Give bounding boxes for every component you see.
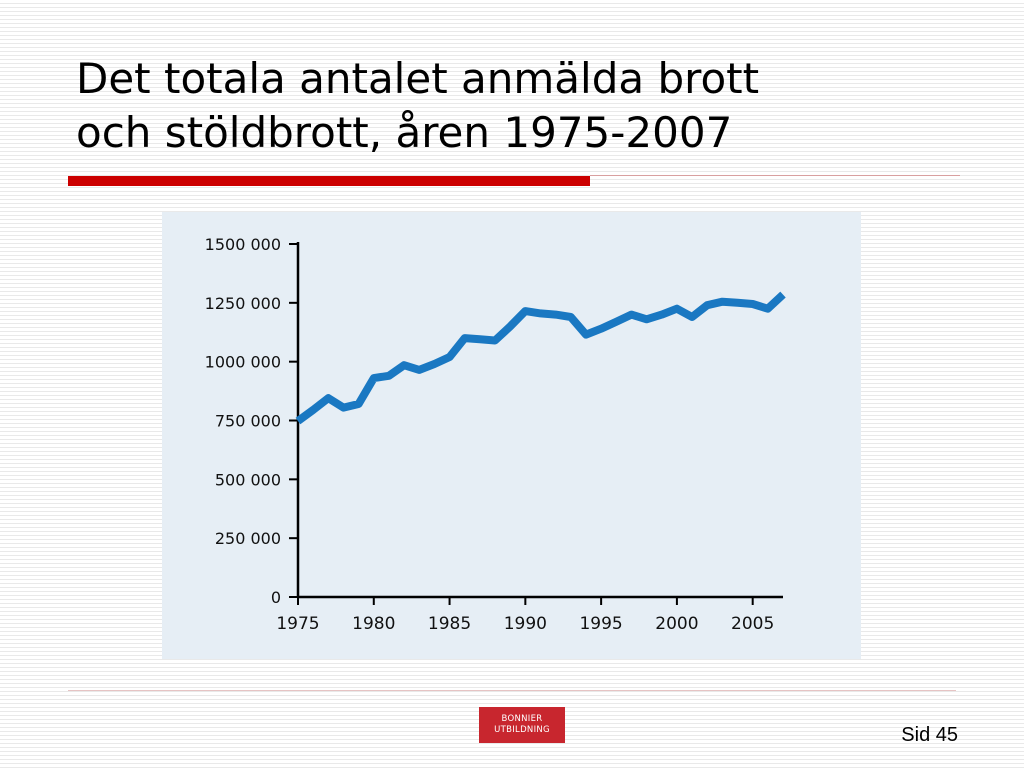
slide-title-line-1: Det totala antalet anmälda brott [76,54,760,103]
title-thin-rule [590,175,960,176]
logo-line-2: UTBILDNING [494,725,550,735]
line-chart: 0 250 000 500 000 750 000 1000 000 1250 000 15… [205,235,786,634]
y-tick-label: 750 000 [215,412,281,431]
x-tick-label: 1980 [352,614,395,634]
chart-panel: 0 250 000 500 000 750 000 1000 000 1250 000 15… [162,212,861,659]
title-accent-bar [68,176,590,186]
slide-title-line-2: och stöldbrott, åren 1975-2007 [76,108,733,157]
x-tick-label: 1990 [504,614,547,634]
y-tick-label: 250 000 [215,529,281,548]
logo-line-1: BONNIER [501,714,543,724]
y-tick-label: 0 [271,588,281,607]
slide-title: Det totala antalet anmälda brott och stö… [76,52,759,160]
x-tick-label: 1975 [276,614,319,634]
x-tick-label: 2005 [731,614,774,634]
page-number: Sid 45 [901,724,958,746]
y-tick-label: 1250 000 [205,294,281,313]
x-tick-label: 1985 [428,614,471,634]
x-tick-label: 1995 [579,614,622,634]
footer-rule [68,690,956,691]
y-tick-label: 1000 000 [205,353,281,372]
y-tick-label: 500 000 [215,470,281,489]
x-tick-label: 2000 [655,614,698,634]
y-tick-label: 1500 000 [205,235,281,254]
publisher-logo: BONNIER UTBILDNING [479,707,565,743]
series-line [295,291,786,425]
